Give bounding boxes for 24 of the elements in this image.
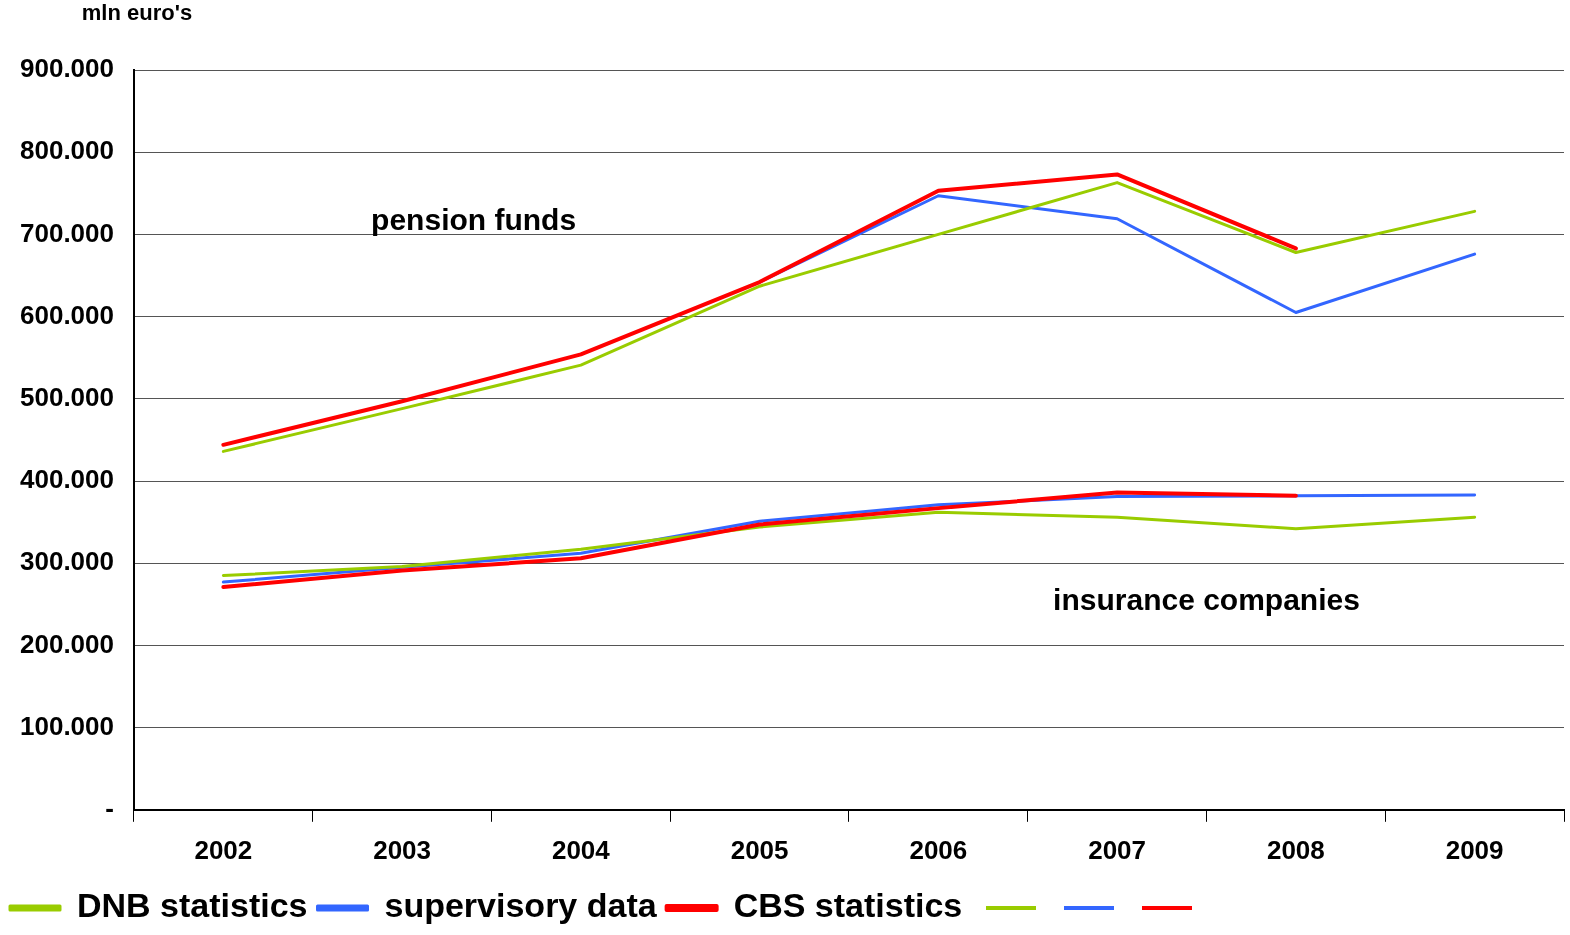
- y-axis-title: mln euro's: [81, 0, 193, 26]
- x-tick-label: 2009: [1445, 834, 1504, 865]
- x-tick-label: 2008: [1266, 834, 1325, 865]
- x-tick-label: 2004: [551, 834, 611, 865]
- x-tick-label: 2002: [194, 834, 253, 865]
- annotation: pension funds: [371, 203, 577, 237]
- x-tick-label: 2006: [909, 834, 968, 865]
- x-tick-label: 2003: [373, 834, 432, 865]
- y-tick-label: -: [105, 792, 114, 823]
- y-tick-label: 200.000: [20, 628, 114, 659]
- legend-label: CBS statistics: [733, 886, 963, 925]
- y-tick-label: 900.000: [20, 53, 114, 84]
- y-tick-label: 600.000: [20, 299, 114, 330]
- y-tick-label: 800.000: [20, 135, 114, 166]
- y-tick-label: 300.000: [20, 546, 114, 577]
- legend-label: DNB statistics: [77, 886, 308, 925]
- y-tick-label: 400.000: [20, 464, 114, 495]
- x-tick-label: 2005: [730, 834, 789, 865]
- y-tick-label: 100.000: [20, 710, 114, 741]
- y-tick-label: 700.000: [20, 217, 114, 248]
- legend-label: supervisory data: [384, 886, 658, 925]
- annotation: insurance companies: [1053, 583, 1360, 617]
- y-tick-label: 500.000: [20, 381, 114, 412]
- x-tick-label: 2007: [1088, 834, 1147, 865]
